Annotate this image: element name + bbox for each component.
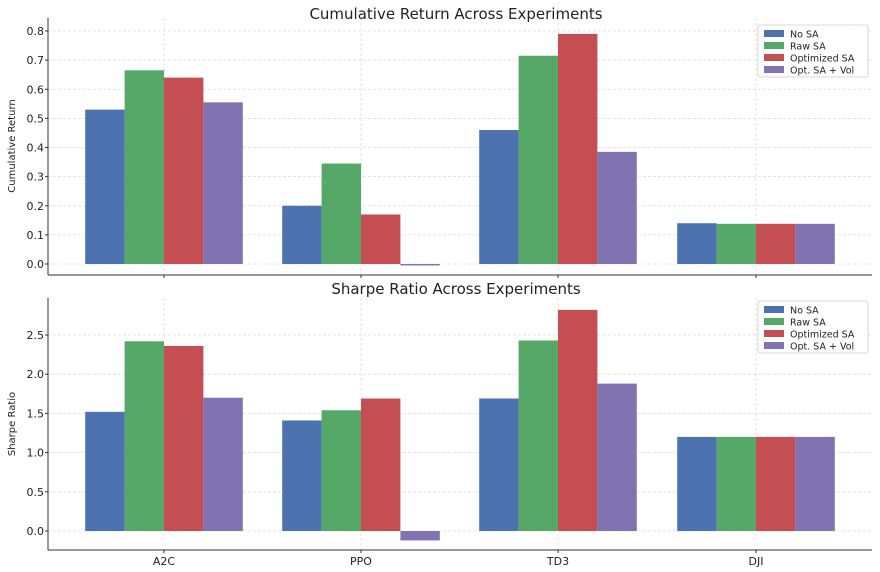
x-tick-label: TD3 — [546, 555, 569, 568]
bar-optimized-sa-dji — [756, 223, 796, 264]
bar-no-sa-a2c — [85, 109, 125, 264]
bar-opt-sa-vol-a2c — [203, 397, 243, 531]
chart-panel-2: 0.0 0.5 1.0 1.5 2.0 2.5 A2C PPO TD3 DJI Sharpe Rat… — [7, 280, 872, 568]
bar-no-sa-ppo — [282, 420, 322, 531]
legend-swatch — [764, 54, 784, 61]
bar-raw-sa-a2c — [124, 70, 164, 264]
bar-opt-sa-vol-td3 — [597, 383, 637, 531]
legend-label: Raw SA — [790, 318, 826, 329]
y-tick-label: 0.1 — [27, 229, 45, 242]
legend-label: No SA — [790, 30, 819, 41]
y-tick-label: 0.6 — [27, 83, 45, 96]
bar-opt-sa-vol-a2c — [203, 102, 243, 264]
chart-title: Cumulative Return Across Experiments — [309, 5, 602, 23]
legend-label: Optimized SA — [790, 330, 855, 341]
bar-raw-sa-td3 — [518, 55, 558, 264]
x-tick-label: DJI — [749, 555, 764, 568]
x-tick-label: A2C — [153, 555, 176, 568]
y-tick-label: 0.5 — [27, 486, 45, 499]
bar-optimized-sa-ppo — [361, 398, 401, 531]
chart-title: Sharpe Ratio Across Experiments — [331, 280, 581, 298]
legend-swatch — [764, 30, 784, 37]
bar-raw-sa-ppo — [321, 163, 361, 264]
bar-opt-sa-vol-ppo — [400, 531, 440, 541]
x-tick-label: PPO — [350, 555, 372, 568]
legend-label: Raw SA — [790, 42, 826, 53]
legend-swatch — [764, 66, 784, 73]
y-tick-label: 0.8 — [27, 25, 45, 38]
legend-label: Optimized SA — [790, 54, 855, 65]
y-tick-label: 2.5 — [27, 329, 45, 342]
y-tick-label: 0.5 — [27, 112, 45, 125]
bar-optimized-sa-td3 — [558, 309, 598, 531]
legend-label: No SA — [790, 306, 819, 317]
bar-opt-sa-vol-dji — [795, 436, 835, 531]
legend-label: Opt. SA + Vol — [790, 66, 854, 77]
y-tick-label: 0.2 — [27, 200, 45, 213]
bar-optimized-sa-dji — [756, 436, 796, 531]
y-tick-label: 0.0 — [27, 525, 45, 538]
legend-swatch — [764, 318, 784, 325]
bar-no-sa-dji — [677, 223, 717, 264]
bar-optimized-sa-a2c — [164, 345, 204, 531]
bar-raw-sa-td3 — [518, 340, 558, 531]
bar-optimized-sa-a2c — [164, 77, 204, 264]
y-axis-label: Cumulative Return — [7, 99, 18, 192]
y-tick-label: 0.4 — [27, 142, 45, 155]
y-tick-label: 0.0 — [27, 258, 45, 271]
bar-opt-sa-vol-dji — [795, 223, 835, 264]
legend-swatch — [764, 306, 784, 313]
bar-no-sa-ppo — [282, 205, 322, 264]
y-tick-label: 1.5 — [27, 407, 45, 420]
bar-optimized-sa-td3 — [558, 33, 598, 264]
bar-raw-sa-a2c — [124, 341, 164, 531]
bar-opt-sa-vol-td3 — [597, 151, 637, 264]
chart-panel-1: 0.0 0.1 0.2 0.3 0.4 0.5 0.6 0.7 0.8 Cumulative Re… — [7, 5, 872, 278]
legend-box — [757, 300, 869, 354]
legend-swatch — [764, 330, 784, 337]
bar-optimized-sa-ppo — [361, 214, 401, 264]
y-tick-label: 0.3 — [27, 171, 45, 184]
bar-no-sa-td3 — [479, 130, 519, 264]
y-tick-label: 1.0 — [27, 447, 45, 460]
bar-raw-sa-dji — [716, 223, 756, 264]
y-tick-label: 2.0 — [27, 368, 45, 381]
legend-swatch — [764, 42, 784, 49]
legend-box — [757, 24, 869, 78]
y-tick-label: 0.7 — [27, 54, 45, 67]
bar-no-sa-dji — [677, 436, 717, 531]
legend-swatch — [764, 342, 784, 349]
bar-raw-sa-ppo — [321, 410, 361, 531]
legend-label: Opt. SA + Vol — [790, 342, 854, 353]
bar-opt-sa-vol-ppo — [400, 264, 440, 266]
bar-no-sa-td3 — [479, 398, 519, 531]
y-axis-label: Sharpe Ratio — [7, 392, 18, 456]
bar-raw-sa-dji — [716, 436, 756, 531]
bar-no-sa-a2c — [85, 411, 125, 531]
